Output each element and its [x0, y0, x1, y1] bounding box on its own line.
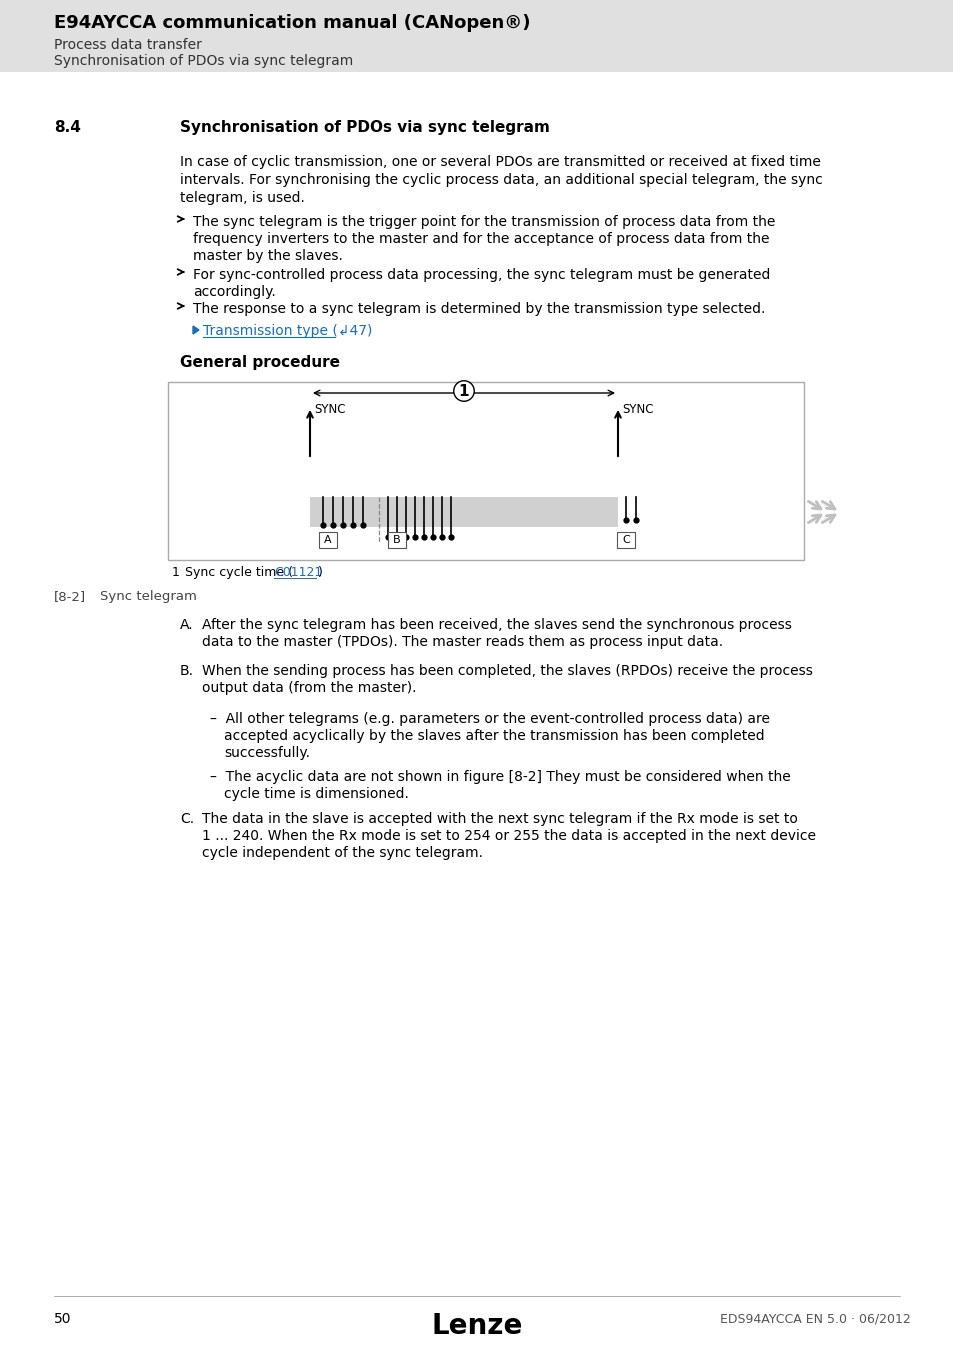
Text: In case of cyclic transmission, one or several PDOs are transmitted or received : In case of cyclic transmission, one or s… [180, 155, 820, 169]
Text: The data in the slave is accepted with the next sync telegram if the Rx mode is : The data in the slave is accepted with t… [202, 811, 797, 826]
Text: A.: A. [180, 618, 193, 632]
Text: 1 ... 240. When the Rx mode is set to 254 or 255 the data is accepted in the nex: 1 ... 240. When the Rx mode is set to 25… [202, 829, 815, 842]
Bar [168, 382, 803, 560]
Polygon shape [193, 325, 199, 333]
Text: 50: 50 [54, 1312, 71, 1326]
Text: cycle independent of the sync telegram.: cycle independent of the sync telegram. [202, 846, 482, 860]
Text: 1: 1 [172, 566, 180, 579]
Text: Transmission type (↲47): Transmission type (↲47) [203, 324, 372, 338]
Text: The response to a sync telegram is determined by the transmission type selected.: The response to a sync telegram is deter… [193, 302, 764, 316]
FancyArrowPatch shape [807, 501, 821, 509]
Text: B.: B. [180, 664, 193, 678]
Text: SYNC: SYNC [314, 404, 345, 416]
Text: telegram, is used.: telegram, is used. [180, 190, 305, 205]
Text: Synchronisation of PDOs via sync telegram: Synchronisation of PDOs via sync telegra… [180, 120, 549, 135]
Text: data to the master (TPDOs). The master reads them as process input data.: data to the master (TPDOs). The master r… [202, 634, 722, 649]
Text: accepted acyclically by the slaves after the transmission has been completed: accepted acyclically by the slaves after… [224, 729, 763, 742]
FancyArrowPatch shape [821, 516, 834, 522]
Text: Synchronisation of PDOs via sync telegram: Synchronisation of PDOs via sync telegra… [54, 54, 353, 68]
Bar [0, 0, 953, 72]
Text: The sync telegram is the trigger point for the transmission of process data from: The sync telegram is the trigger point f… [193, 215, 775, 230]
Text: 8.4: 8.4 [54, 120, 81, 135]
Bar [310, 497, 618, 526]
Text: EDS94AYCCA EN 5.0 · 06/2012: EDS94AYCCA EN 5.0 · 06/2012 [720, 1312, 910, 1324]
Text: After the sync telegram has been received, the slaves send the synchronous proce: After the sync telegram has been receive… [202, 618, 791, 632]
FancyBboxPatch shape [617, 532, 635, 548]
Text: ): ) [317, 566, 322, 579]
Text: E94AYCCA communication manual (CANopen®): E94AYCCA communication manual (CANopen®) [54, 14, 530, 32]
Text: successfully.: successfully. [224, 747, 310, 760]
Text: cycle time is dimensioned.: cycle time is dimensioned. [224, 787, 409, 801]
Text: frequency inverters to the master and for the acceptance of process data from th: frequency inverters to the master and fo… [193, 232, 769, 246]
Text: Process data transfer: Process data transfer [54, 38, 202, 53]
Text: 1: 1 [458, 383, 469, 398]
Text: C01121: C01121 [274, 566, 322, 579]
Text: –  All other telegrams (e.g. parameters or the event-controlled process data) ar: – All other telegrams (e.g. parameters o… [210, 711, 769, 726]
Text: SYNC: SYNC [621, 404, 653, 416]
FancyArrowPatch shape [807, 516, 821, 522]
Text: [8-2]: [8-2] [54, 590, 86, 603]
Text: Lenze: Lenze [431, 1312, 522, 1341]
Text: C: C [621, 535, 629, 545]
FancyBboxPatch shape [388, 532, 406, 548]
Text: When the sending process has been completed, the slaves (RPDOs) receive the proc: When the sending process has been comple… [202, 664, 812, 678]
Text: C.: C. [180, 811, 193, 826]
Text: –  The acyclic data are not shown in figure [8-2] They must be considered when t: – The acyclic data are not shown in figu… [210, 769, 790, 784]
Text: accordingly.: accordingly. [193, 285, 275, 298]
FancyBboxPatch shape [318, 532, 336, 548]
Text: General procedure: General procedure [180, 355, 339, 370]
Text: Sync telegram: Sync telegram [100, 590, 196, 603]
Text: intervals. For synchronising the cyclic process data, an additional special tele: intervals. For synchronising the cyclic … [180, 173, 821, 188]
Text: master by the slaves.: master by the slaves. [193, 248, 342, 263]
Text: A: A [324, 535, 332, 545]
Text: For sync-controlled process data processing, the sync telegram must be generated: For sync-controlled process data process… [193, 269, 770, 282]
Text: B: B [393, 535, 400, 545]
Text: output data (from the master).: output data (from the master). [202, 680, 416, 695]
Text: Sync cycle time (: Sync cycle time ( [181, 566, 293, 579]
FancyArrowPatch shape [821, 501, 834, 509]
